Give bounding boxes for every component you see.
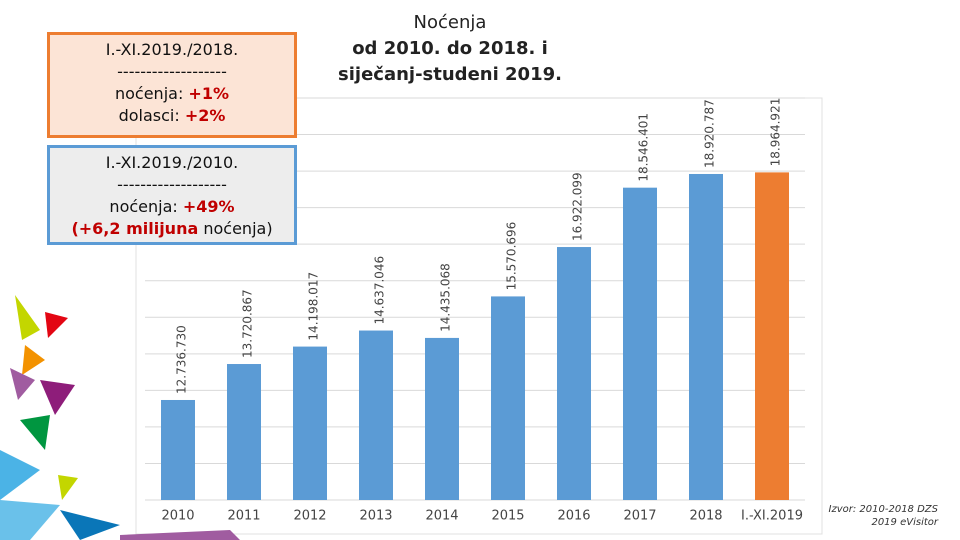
title-block: Noćenja od 2010. do 2018. i siječanj-stu… bbox=[300, 10, 600, 88]
bar bbox=[557, 247, 591, 500]
bar bbox=[623, 187, 657, 500]
value-label: 18.920.787 bbox=[703, 99, 717, 168]
x-tick-label: 2018 bbox=[689, 509, 722, 524]
annotation-text: dolasci: bbox=[118, 106, 185, 125]
x-tick-label: 2015 bbox=[491, 509, 524, 524]
annotation-line: noćenja: +49% bbox=[50, 196, 294, 218]
annotation-line: dolasci: +2% bbox=[50, 105, 294, 127]
annotation-heading: I.-XI.2019./2018. bbox=[105, 40, 239, 59]
value-label: 14.637.046 bbox=[373, 256, 387, 325]
bar bbox=[689, 173, 723, 500]
annotation-text: +2% bbox=[184, 106, 226, 125]
source: Izvor: 2010-2018 DZS 2019 eVisitor bbox=[829, 503, 938, 529]
x-tick-label: 2011 bbox=[227, 509, 260, 524]
annotation-text: noćenja: bbox=[109, 197, 183, 216]
x-tick-label: 2010 bbox=[161, 509, 194, 524]
annotation-rule: ------------------- bbox=[117, 175, 227, 194]
annotation-rule: ------------------- bbox=[117, 62, 227, 81]
bar bbox=[755, 172, 789, 500]
x-tick-label: 2014 bbox=[425, 509, 458, 524]
chart-subtitle: od 2010. do 2018. i bbox=[352, 38, 548, 59]
chart-subtitle: siječanj-studeni 2019. bbox=[338, 64, 562, 85]
bar bbox=[227, 364, 261, 500]
annotation-line: (+6,2 milijuna noćenja) bbox=[50, 218, 294, 240]
annotation-box: I.-XI.2019./2018. ------------------- noće… bbox=[47, 32, 297, 138]
bar bbox=[359, 330, 393, 500]
bar bbox=[293, 346, 327, 500]
annotation-heading: I.-XI.2019./2010. bbox=[105, 153, 239, 172]
decoration bbox=[0, 295, 240, 540]
bar bbox=[161, 399, 195, 500]
value-label: 16.922.099 bbox=[571, 172, 585, 241]
annotation-text: noćenja) bbox=[198, 219, 273, 238]
annotation-text: +49% bbox=[182, 197, 235, 216]
value-label: 18.964.921 bbox=[769, 98, 783, 167]
value-label: 14.198.017 bbox=[307, 272, 321, 341]
x-tick-label: 2012 bbox=[293, 509, 326, 524]
value-label: 15.570.696 bbox=[505, 222, 519, 291]
x-tick-label: 2016 bbox=[557, 509, 590, 524]
value-label: 18.546.401 bbox=[637, 113, 651, 182]
source-line: 2019 eVisitor bbox=[871, 517, 938, 528]
value-label: 13.720.867 bbox=[241, 289, 255, 358]
x-tick-label: 2017 bbox=[623, 509, 656, 524]
chart-title: Noćenja bbox=[413, 12, 487, 33]
x-tick-label: 2013 bbox=[359, 509, 392, 524]
annotation-text: (+6,2 milijuna bbox=[71, 219, 199, 238]
value-label: 14.435.068 bbox=[439, 263, 453, 332]
bar bbox=[491, 296, 525, 500]
source-line: Izvor: 2010-2018 DZS bbox=[828, 504, 938, 515]
x-tick-label: I.-XI.2019 bbox=[741, 509, 803, 524]
bar bbox=[425, 337, 459, 500]
annotation-text: noćenja: bbox=[114, 84, 189, 103]
annotation-text: +1% bbox=[188, 84, 229, 103]
annotation-line: noćenja: +1% bbox=[50, 83, 294, 105]
value-label: 12.736.730 bbox=[175, 325, 189, 394]
annotation-box: I.-XI.2019./2010. ------------------- noće… bbox=[47, 145, 297, 245]
